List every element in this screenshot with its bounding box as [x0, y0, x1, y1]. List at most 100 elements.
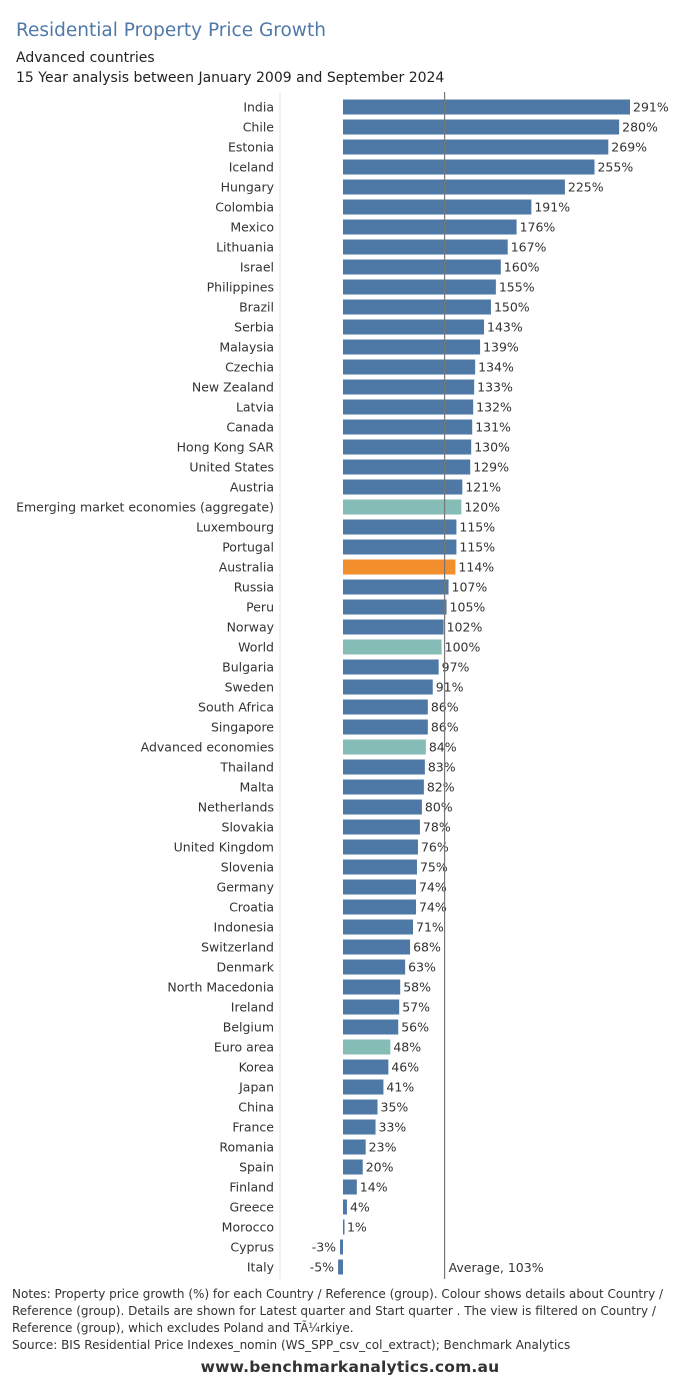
- bar: [343, 799, 422, 815]
- source-text: Source: BIS Residential Price Indexes_no…: [12, 1338, 571, 1352]
- data-label: 4%: [350, 1200, 370, 1215]
- data-label: 131%: [475, 420, 511, 435]
- data-label: 255%: [597, 160, 633, 175]
- category-label: New Zealand: [192, 380, 274, 395]
- category-label: Greece: [230, 1200, 275, 1215]
- data-label: 74%: [419, 900, 447, 915]
- category-label: Lithuania: [216, 240, 274, 255]
- data-label: 107%: [452, 580, 488, 595]
- category-label: Ireland: [231, 1000, 274, 1015]
- category-label: Iceland: [229, 160, 274, 175]
- bar: [343, 119, 620, 135]
- data-label: 143%: [487, 320, 523, 335]
- category-label: Hong Kong SAR: [177, 440, 275, 455]
- category-label: Austria: [230, 480, 274, 495]
- bar: [343, 719, 428, 735]
- category-label: Thailand: [219, 760, 274, 775]
- bar: [343, 459, 471, 475]
- category-label: Hungary: [221, 180, 275, 195]
- data-label: 132%: [476, 400, 512, 415]
- category-label: Indonesia: [214, 920, 274, 935]
- category-label: Latvia: [236, 400, 274, 415]
- data-label: 46%: [391, 1060, 419, 1075]
- category-label: Italy: [247, 1260, 275, 1275]
- category-label: North Macedonia: [167, 980, 274, 995]
- bar: [343, 159, 595, 175]
- bar: [343, 1199, 347, 1215]
- category-label: Estonia: [228, 140, 274, 155]
- data-label: 84%: [429, 740, 457, 755]
- bar: [343, 939, 411, 955]
- bar: [343, 819, 420, 835]
- category-label: Serbia: [234, 320, 274, 335]
- bar: [343, 1059, 389, 1075]
- bar: [343, 779, 424, 795]
- subtitle-line-2: 15 Year analysis between January 2009 an…: [16, 70, 445, 86]
- bar: [343, 139, 609, 155]
- category-label: Portugal: [222, 540, 274, 555]
- bar: [343, 679, 433, 695]
- category-label: Australia: [219, 560, 274, 575]
- bar: [343, 359, 476, 375]
- data-label: 139%: [483, 340, 519, 355]
- bar: [343, 419, 473, 435]
- data-label: 176%: [520, 220, 556, 235]
- category-label: Netherlands: [198, 800, 274, 815]
- category-label: Russia: [234, 580, 274, 595]
- bar: [343, 479, 463, 495]
- bar: [343, 879, 416, 895]
- bar: [343, 1159, 363, 1175]
- data-label: 1%: [347, 1220, 367, 1235]
- data-label: -3%: [312, 1240, 336, 1255]
- bar: [343, 259, 501, 275]
- category-label: Japan: [238, 1080, 274, 1095]
- bar: [343, 1099, 378, 1115]
- data-label: 97%: [442, 660, 470, 675]
- website-link[interactable]: www.benchmarkanalytics.com.au: [200, 1358, 500, 1376]
- data-label: 82%: [427, 780, 455, 795]
- category-label: Switzerland: [201, 940, 274, 955]
- bar: [343, 499, 462, 515]
- data-label: 150%: [494, 300, 530, 315]
- data-label: 71%: [416, 920, 444, 935]
- category-label: Korea: [239, 1060, 274, 1075]
- data-label: 191%: [534, 200, 570, 215]
- data-label: 121%: [465, 480, 501, 495]
- category-label: Euro area: [214, 1040, 274, 1055]
- data-label: 78%: [423, 820, 451, 835]
- bar: [343, 1019, 399, 1035]
- data-label: 58%: [403, 980, 431, 995]
- bar: [343, 519, 457, 535]
- bar: [343, 599, 447, 615]
- category-label: United States: [189, 460, 274, 475]
- category-label: Colombia: [215, 200, 274, 215]
- data-label: 63%: [408, 960, 436, 975]
- bar: [343, 319, 485, 335]
- data-label: 115%: [459, 520, 495, 535]
- data-label: 120%: [464, 500, 500, 515]
- data-label: 33%: [379, 1120, 407, 1135]
- notes-text: Notes: Property price growth (%) for eac…: [12, 1287, 664, 1335]
- category-label: Luxembourg: [196, 520, 274, 535]
- data-label: 57%: [402, 1000, 430, 1015]
- bar: [343, 99, 630, 115]
- data-label: 48%: [393, 1040, 421, 1055]
- category-label: Norway: [227, 620, 275, 635]
- data-label: 14%: [360, 1180, 388, 1195]
- bar: [343, 999, 400, 1015]
- category-label: Singapore: [211, 720, 274, 735]
- bar: [343, 699, 428, 715]
- category-label: Advanced economies: [141, 740, 274, 755]
- category-label: World: [238, 640, 274, 655]
- data-label: 75%: [420, 860, 448, 875]
- bar: [343, 959, 406, 975]
- bar: [338, 1259, 343, 1275]
- bar: [343, 1039, 391, 1055]
- data-label: 114%: [458, 560, 494, 575]
- bar: [343, 1119, 376, 1135]
- bar: [340, 1239, 343, 1255]
- category-label: India: [243, 100, 274, 115]
- bar: [343, 759, 425, 775]
- category-label: Finland: [229, 1180, 274, 1195]
- bar: [343, 539, 457, 555]
